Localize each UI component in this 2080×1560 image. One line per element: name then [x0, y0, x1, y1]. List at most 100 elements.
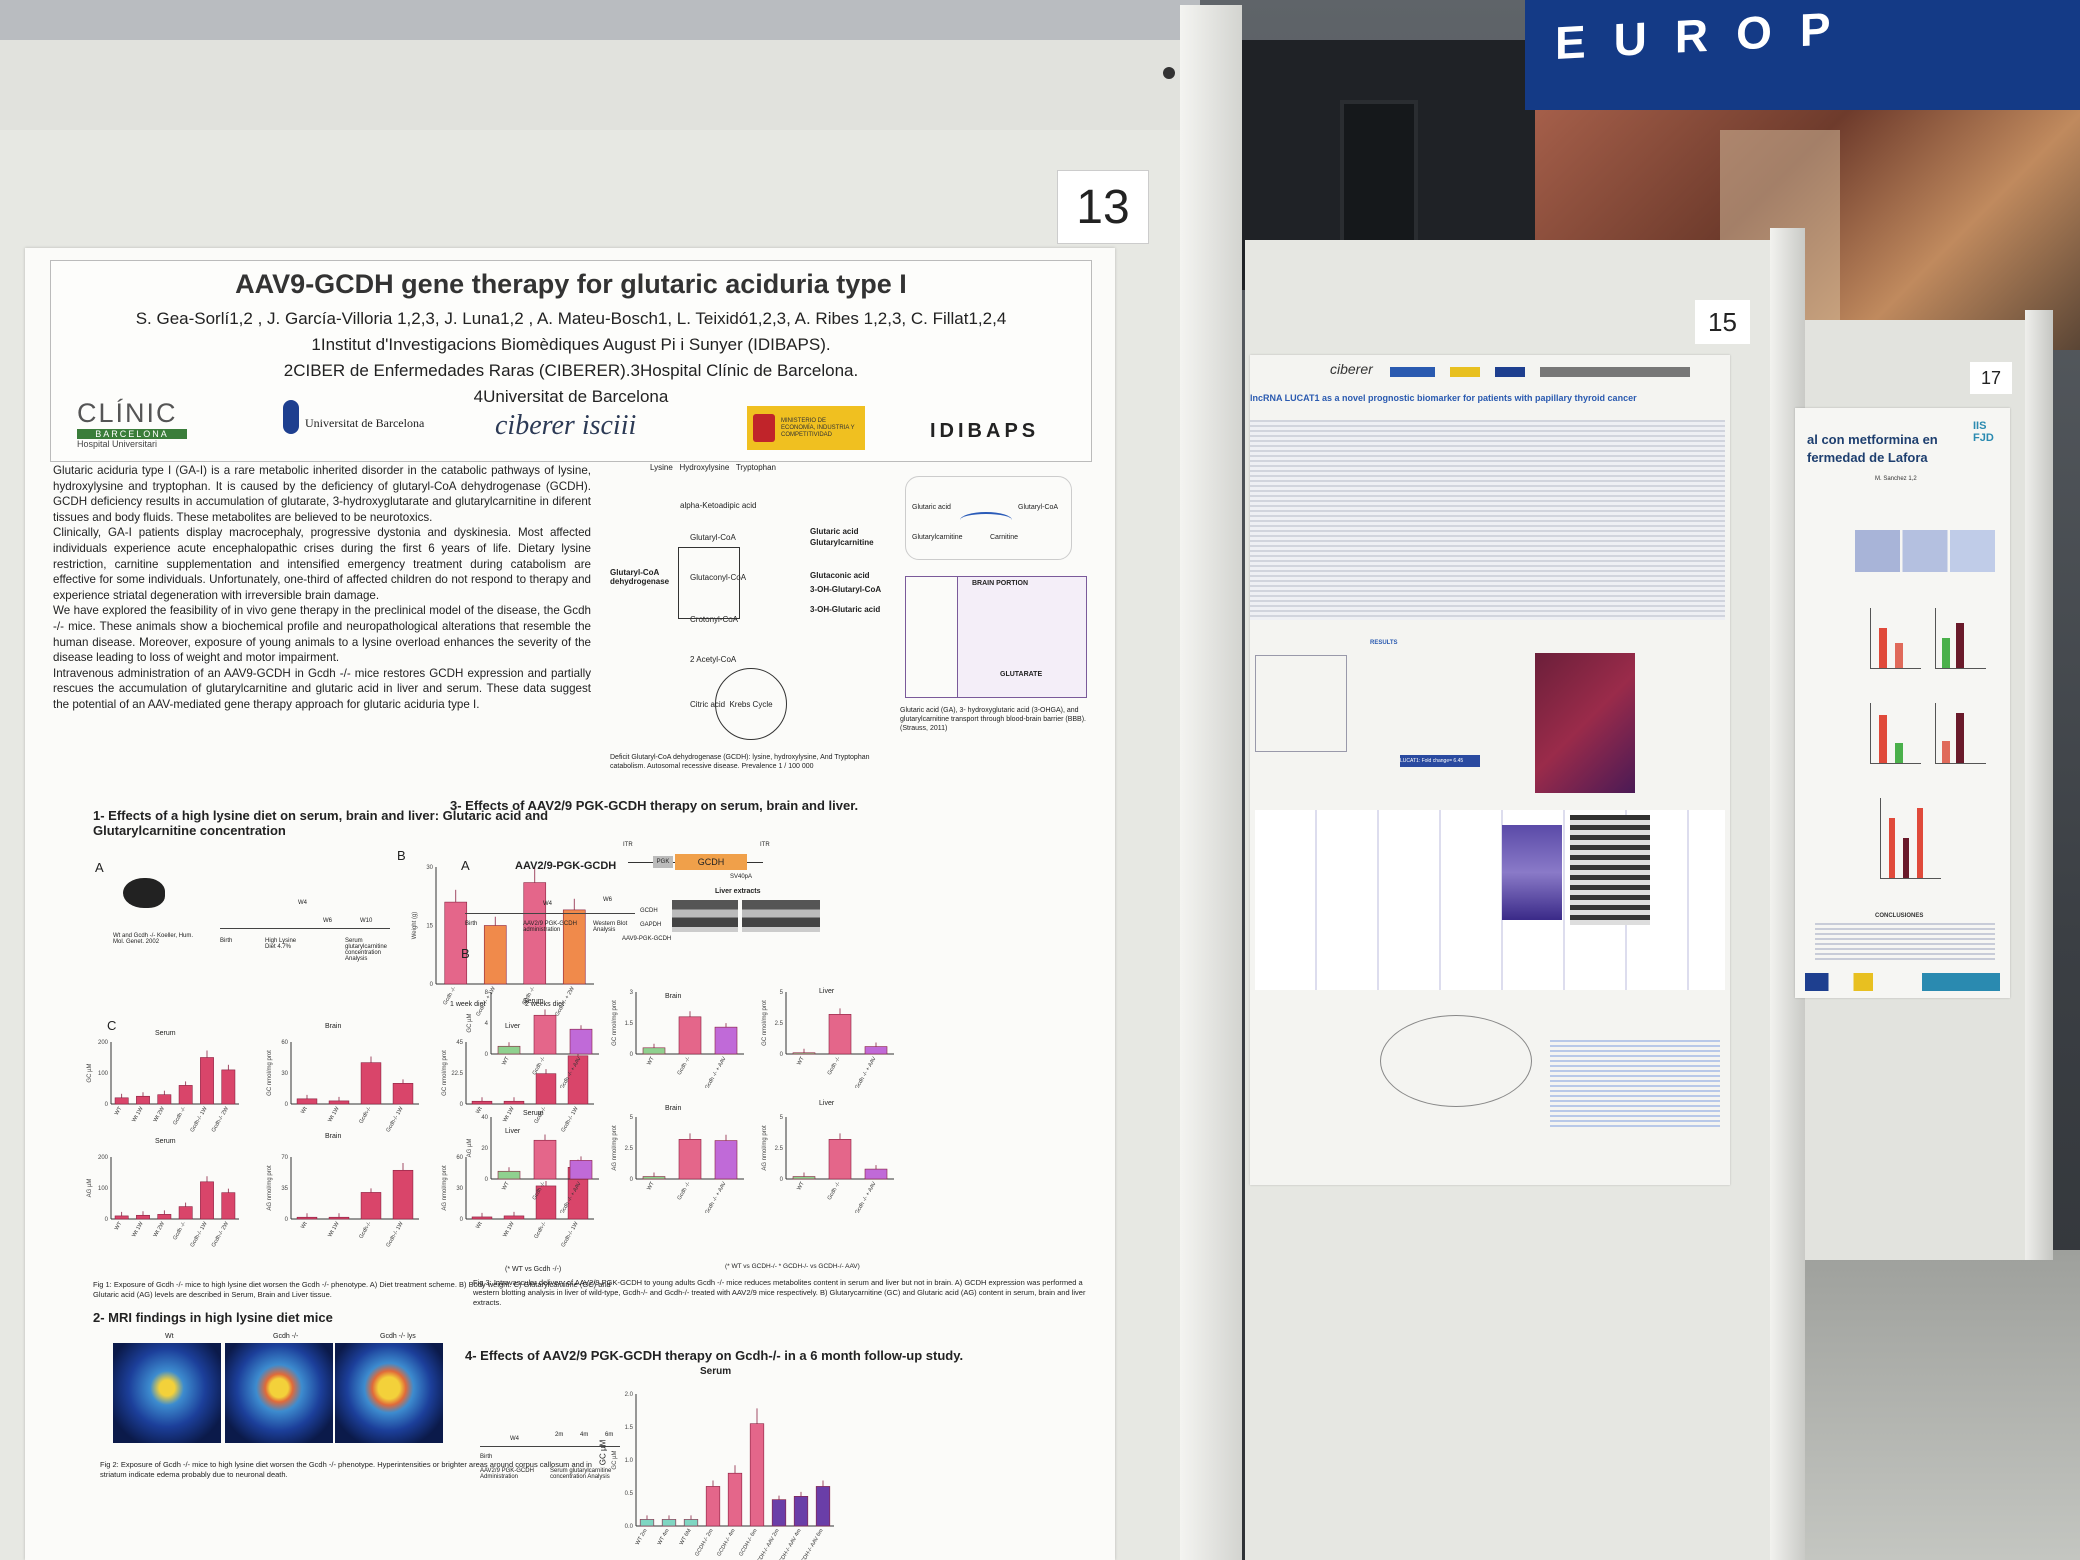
s4-timeline-w4: W4: [510, 1436, 519, 1442]
section-3-vector: AAV2/9-PGK-GCDH: [515, 860, 617, 872]
poster-15-logo: ciberer: [1330, 361, 1373, 377]
poster-17-title-1: al con metformina en: [1807, 432, 1938, 447]
bar: [200, 1057, 214, 1105]
chart-3b-liver-gc: 0 2.5 5 GC nmol/mg prot WT Gcdh -/- Gcdh -/- +…: [762, 990, 894, 1088]
poster-17: al con metformina en fermedad de Lafora …: [1795, 408, 2010, 998]
liver-extracts-label: Liver extracts: [715, 888, 761, 895]
transport-brain-label: BRAIN PORTION: [972, 580, 1028, 587]
x-tick-label: WT: [646, 1055, 656, 1066]
y-tick-label: 0: [485, 1052, 489, 1058]
x-tick-label: Gcdh-/- 2W: [211, 1105, 231, 1133]
chart-4-title: Serum: [700, 1366, 732, 1377]
x-tick-label: Gcdh -/-: [172, 1106, 187, 1126]
bar: [328, 1216, 350, 1220]
y-tick-label: 30: [426, 865, 433, 871]
poster-13: AAV9-GCDH gene therapy for glutaric acid…: [25, 248, 1115, 1560]
y-axis-label: GC µM: [87, 1063, 93, 1082]
board-number-13: 13: [1057, 170, 1149, 244]
s4-timeline-6m: 6m: [605, 1432, 614, 1438]
mouse-caption: Wt and Gcdh -/- Koeller, Hum. Mol. Genet…: [113, 933, 194, 945]
bar: [533, 1139, 557, 1180]
bar: [497, 1170, 521, 1180]
x-tick-label: WT: [501, 1180, 511, 1191]
y-tick-label: 30: [456, 1186, 463, 1192]
chart-1c-brain-ag: 0 35 70 AG nmol/mg prot Wt Wt 1W Gcdh-/- Gcdh-/…: [267, 1155, 419, 1248]
x-tick-label: WT: [646, 1180, 656, 1191]
x-tick-label: Wt: [475, 1221, 484, 1230]
mri-label-wt: Wt: [165, 1333, 174, 1340]
x-tick-label: WT 4m: [657, 1528, 671, 1547]
p17-bar: [1942, 638, 1950, 668]
bar: [296, 1098, 318, 1105]
pathway-node-6: Krebs Cycle: [729, 699, 773, 709]
transport-top-box: [905, 476, 1072, 560]
bar: [114, 1097, 129, 1105]
y-tick-label: 5: [780, 990, 784, 996]
x-tick-label: WT: [114, 1220, 124, 1231]
board-13-screw: [1163, 67, 1175, 79]
chart-4-ylabel: GC µM: [598, 1439, 608, 1466]
chart-3b-serum-gc: 0 4 8 GC µM WT Gcdh -/- Gcdh -/- + AAV: [467, 990, 599, 1088]
p17-bar: [1879, 628, 1887, 668]
bar: [535, 1185, 557, 1220]
mri-image-gcdh-lys: [335, 1343, 443, 1443]
ciberer-logo: ciberer isciii: [495, 410, 637, 441]
pathway-side-3: Glutaconic acid: [810, 571, 870, 580]
construct-pgk: PGK: [653, 856, 673, 868]
poster-15-abstract: [1250, 420, 1725, 620]
y-tick-label: 0: [105, 1102, 109, 1108]
construct-sv40: SV40pA: [730, 874, 753, 880]
poster-15-conclusions: [1550, 1040, 1720, 1130]
x-tick-label: Gcdh -/- + AAV: [559, 1056, 583, 1088]
pathway-side-4: 3-OH-Glutaryl-CoA: [810, 585, 882, 594]
y-axis-label: Weight (g): [412, 912, 418, 940]
transport-caption: Glutaric acid (GA), 3- hydroxyglutaric a…: [900, 707, 1086, 732]
pathway-node-2: Glutaryl-CoA: [690, 533, 736, 542]
window-grid: [1340, 100, 1418, 258]
x-tick-label: Gcdh-/- 2W: [211, 1220, 231, 1248]
x-tick-label: GCDH-/- AAV 6m: [798, 1528, 825, 1560]
s4-timeline-line: [480, 1446, 620, 1447]
section-1-label-a: A: [95, 860, 104, 875]
y-tick-label: 200: [98, 1040, 109, 1046]
bar: [328, 1100, 350, 1105]
y-axis-label: AG nmol/mg prot: [612, 1125, 618, 1171]
section-1-title: 1- Effects of a high lysine diet on seru…: [93, 808, 549, 838]
chart-3-title-serum-gc: Serum: [523, 998, 544, 1005]
bar: [749, 1423, 765, 1527]
y-tick-label: 20: [481, 1146, 488, 1152]
bar: [221, 1069, 236, 1105]
x-tick-label: Wt 2W: [153, 1105, 167, 1123]
chart-1-title-serum-ag: Serum: [155, 1138, 176, 1145]
poster-17-chart-2: [1935, 608, 1986, 669]
y-tick-label: 5: [780, 1115, 784, 1121]
chart-3-title-serum-ag: Serum: [523, 1110, 544, 1117]
section-1-timeline: Birth W4 W6 W10 High Lysine Diet 4.7% Se…: [220, 858, 395, 998]
y-tick-label: 70: [281, 1155, 288, 1161]
y-tick-label: 1.0: [625, 1458, 634, 1464]
bar: [567, 1055, 589, 1105]
bar: [136, 1095, 150, 1105]
banner: EUROP: [1525, 0, 2080, 110]
x-tick-label: Gcdh-/- 1W: [385, 1105, 405, 1133]
poster-affiliation-3: 4Universitat de Barcelona: [473, 387, 669, 406]
bar: [392, 1169, 414, 1220]
bar: [828, 1139, 852, 1180]
bar: [661, 1519, 677, 1527]
poster-affiliation-2: 2CIBER de Enfermedades Raras (CIBERER).3…: [283, 361, 859, 380]
chart-3b-brain-gc: 0 1.5 3 GC nmol/mg prot WT Gcdh -/- Gcdh -/- +…: [612, 990, 744, 1088]
y-axis-label: GC µM: [612, 1450, 618, 1469]
poster-15-results: RESULTS: [1370, 640, 1398, 646]
poster-15-flow-box: [1255, 655, 1347, 752]
poster-15-graphs: [1255, 810, 1725, 990]
idibaps-logo: IDIBAPS: [930, 420, 1040, 442]
bar: [705, 1486, 721, 1527]
y-tick-label: 0.0: [625, 1524, 634, 1530]
chart-1-title-brain-gc: Brain: [325, 1023, 342, 1030]
poster-authors: S. Gea-Sorlí1,2 , J. García-Villoria 1,2…: [135, 309, 1007, 328]
x-tick-label: Gcdh -/- + AAV: [559, 1181, 583, 1213]
y-axis-label: AG nmol/mg prot: [267, 1165, 273, 1211]
